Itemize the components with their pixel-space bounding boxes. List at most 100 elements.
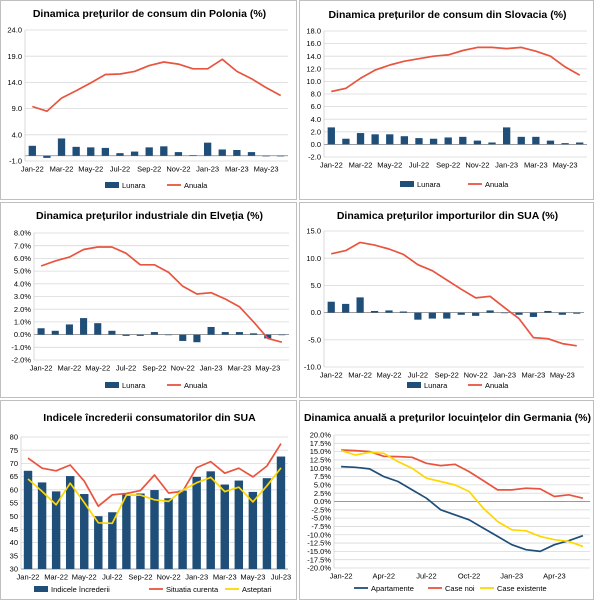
x-tick-label: Nov-22 bbox=[465, 161, 489, 170]
bar-lunara-mar-23 bbox=[233, 149, 241, 156]
y-tick-label: -5.0% bbox=[311, 514, 331, 523]
legend-label-lunara: Lunara bbox=[122, 381, 146, 390]
bar-lunara-apr-22 bbox=[80, 318, 88, 335]
y-tick-label: 30 bbox=[10, 565, 18, 574]
y-tick-label: 3.0% bbox=[14, 292, 31, 301]
y-tick-label: 2.0% bbox=[14, 305, 31, 314]
x-tick-label: Sep-22 bbox=[142, 364, 166, 373]
bar-indicele-increderii-apr-22 bbox=[65, 476, 75, 569]
y-tick-label: 6.0 bbox=[311, 102, 321, 111]
bar-lunara-may-23 bbox=[561, 143, 569, 145]
bar-lunara-jan-23 bbox=[500, 312, 509, 314]
x-tick-label: May-22 bbox=[78, 165, 103, 174]
bar-lunara-apr-23 bbox=[544, 310, 552, 313]
bar-lunara-mar-23 bbox=[529, 312, 538, 317]
chart-panel-usa-consumer-confidence: Indicele încrederii consumatorilor din S… bbox=[0, 400, 297, 600]
bar-indicele-increderii-jan-23 bbox=[192, 476, 201, 569]
x-tick-label: Jan-22 bbox=[21, 165, 44, 174]
y-tick-label: 0.0 bbox=[311, 308, 321, 317]
chart-title: Dinamica prețurilor importurilor din SUA… bbox=[337, 210, 558, 222]
line-case-noi bbox=[341, 449, 584, 500]
y-tick-label: 5.0 bbox=[311, 281, 321, 290]
bar-lunara-jan-22 bbox=[327, 127, 335, 145]
bar-lunara-dec-22 bbox=[486, 310, 494, 313]
legend-swatch-lunara bbox=[407, 382, 421, 388]
bar-lunara-feb-23 bbox=[517, 136, 525, 145]
bar-lunara-aug-22 bbox=[136, 334, 144, 336]
x-tick-label: Jan-22 bbox=[320, 371, 343, 380]
x-tick-label: Jan-23 bbox=[493, 371, 516, 380]
bar-lunara-jul-22 bbox=[414, 312, 422, 320]
bar-indicele-increderii-jan-22 bbox=[23, 470, 33, 569]
x-tick-label: May-23 bbox=[255, 364, 280, 373]
y-tick-label: -15.0% bbox=[307, 547, 331, 556]
bar-lunara-jun-23 bbox=[576, 142, 584, 145]
bar-lunara-may-22 bbox=[386, 134, 394, 145]
legend-label-anuala: Anuala bbox=[184, 381, 208, 390]
line-anuala bbox=[331, 241, 577, 347]
x-tick-label: Jan-23 bbox=[196, 165, 219, 174]
y-tick-label: 40 bbox=[10, 538, 18, 547]
x-tick-label: Jul-22 bbox=[408, 371, 428, 380]
line-apartamente bbox=[341, 465, 584, 553]
bar-lunara-feb-22 bbox=[51, 330, 59, 335]
y-tick-label: 10.0 bbox=[306, 77, 321, 86]
bar-lunara-may-23 bbox=[262, 155, 270, 157]
bar-lunara-jun-22 bbox=[399, 311, 408, 313]
chart-svg-switzerland-ppi: Dinamica prețurilor industriale din Elve… bbox=[11, 210, 289, 390]
bar-lunara-oct-22 bbox=[165, 334, 173, 336]
bar-indicele-increderii-oct-22 bbox=[150, 490, 159, 569]
y-tick-label: 14.0 bbox=[306, 52, 321, 61]
bar-lunara-jan-23 bbox=[502, 127, 511, 145]
bar-lunara-jan-22 bbox=[28, 145, 36, 156]
bar-lunara-jul-22 bbox=[116, 153, 124, 156]
x-tick-label: May-22 bbox=[72, 573, 97, 582]
bar-lunara-apr-22 bbox=[371, 134, 379, 145]
bar-lunara-apr-23 bbox=[546, 140, 555, 145]
y-tick-label: 45 bbox=[10, 525, 18, 534]
bar-lunara-sep-22 bbox=[145, 147, 153, 156]
x-tick-label: Mar-23 bbox=[225, 165, 249, 174]
bar-lunara-mar-22 bbox=[65, 324, 73, 335]
y-tick-label: 24.0 bbox=[7, 26, 22, 35]
legend-swatch-lunara bbox=[400, 181, 414, 187]
x-tick-label: Jan-23 bbox=[495, 161, 518, 170]
x-tick-label: May-22 bbox=[377, 161, 402, 170]
x-tick-label: Apr-23 bbox=[543, 572, 566, 581]
bar-lunara-feb-23 bbox=[218, 149, 226, 156]
y-tick-label: 75 bbox=[10, 446, 18, 455]
x-tick-label: Mar-23 bbox=[524, 161, 548, 170]
bar-lunara-dec-22 bbox=[488, 142, 496, 145]
bar-indicele-increderii-mar-23 bbox=[220, 484, 229, 569]
legend-swatch-lunara bbox=[105, 382, 119, 388]
bar-lunara-jul-22 bbox=[415, 138, 423, 145]
bar-lunara-jan-22 bbox=[37, 328, 45, 335]
legend-label-anuala: Anuala bbox=[184, 181, 208, 190]
x-tick-label: Nov-22 bbox=[464, 371, 488, 380]
x-tick-label: Jul-22 bbox=[416, 572, 436, 581]
y-tick-label: 70 bbox=[10, 459, 18, 468]
y-tick-label: 10.0% bbox=[310, 464, 332, 473]
y-tick-label: 35 bbox=[10, 551, 18, 560]
bar-lunara-jun-23 bbox=[573, 312, 581, 314]
line-situatia-curenta bbox=[27, 443, 282, 508]
chart-panel-slovakia-cpi: Dinamica prețurilor de consum din Slovac… bbox=[299, 0, 594, 200]
y-tick-label: 12.0 bbox=[306, 64, 321, 73]
y-tick-label: -1.0 bbox=[9, 157, 22, 166]
bar-lunara-oct-22 bbox=[457, 312, 465, 315]
bar-indicele-increderii-jul-22 bbox=[108, 512, 117, 569]
x-tick-label: Jan-22 bbox=[320, 161, 343, 170]
x-tick-label: Sep-22 bbox=[435, 371, 459, 380]
legend-label-indicele-increderii: Indicele încrederii bbox=[51, 585, 110, 594]
x-tick-label: May-23 bbox=[550, 371, 575, 380]
y-tick-label: 0.0% bbox=[14, 330, 31, 339]
bar-lunara-jun-22 bbox=[400, 136, 409, 145]
y-tick-label: -10.0 bbox=[304, 363, 321, 372]
y-tick-label: -7.5% bbox=[311, 522, 331, 531]
y-tick-label: 0.0% bbox=[314, 497, 331, 506]
x-tick-label: Jan-22 bbox=[17, 573, 40, 582]
y-tick-label: -2.5% bbox=[311, 505, 331, 514]
x-tick-label: Jul-23 bbox=[271, 573, 291, 582]
line-anuala bbox=[331, 46, 581, 93]
chart-title: Dinamica prețurilor de consum din Slovac… bbox=[328, 9, 566, 21]
